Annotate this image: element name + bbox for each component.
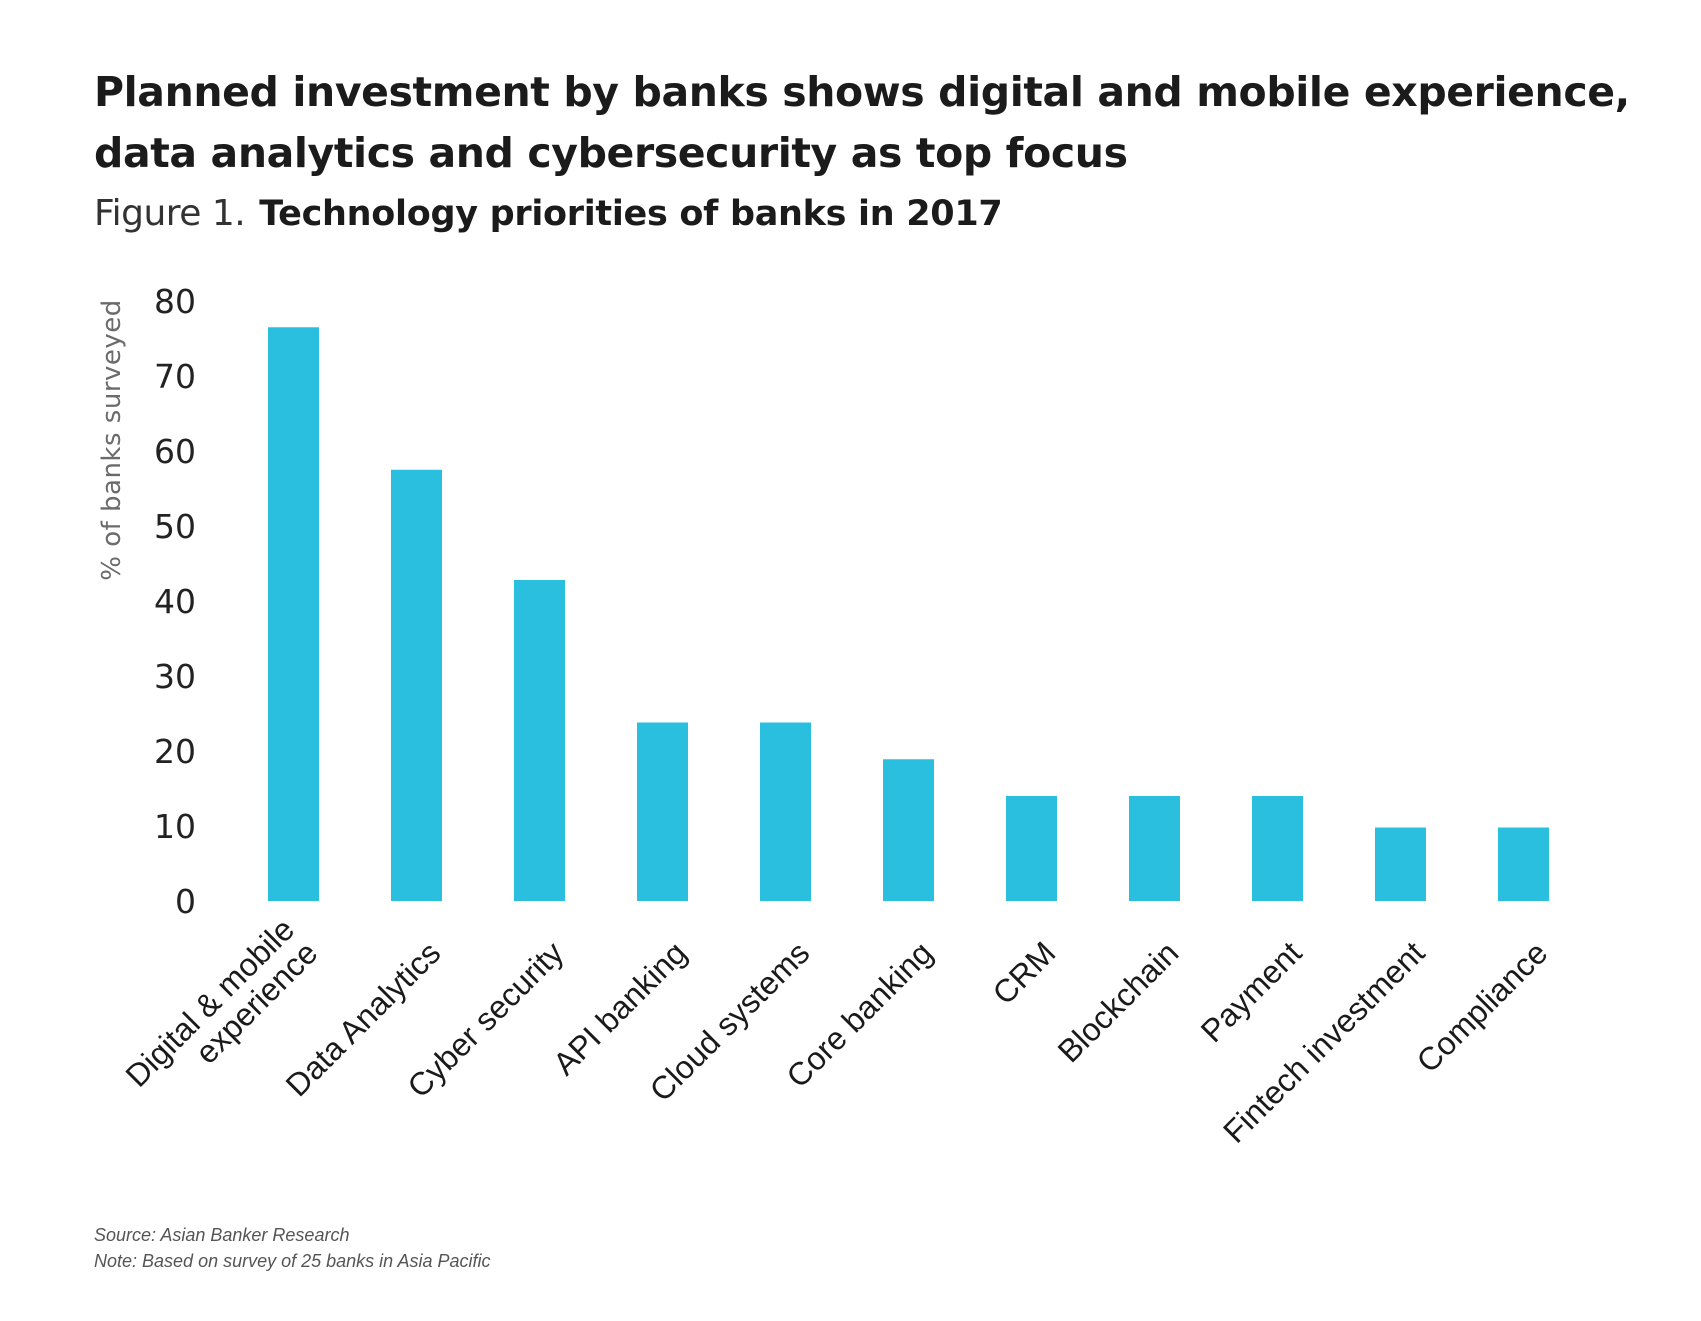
y-tick-label: 80 — [154, 282, 196, 321]
x-tick-label-line: Fintech investment — [1216, 934, 1431, 1149]
bar — [1498, 827, 1549, 901]
x-tick-label-line: Compliance — [1410, 934, 1555, 1079]
bar — [760, 722, 811, 901]
headline-line-2: data analytics and cybersecurity as top … — [94, 129, 1128, 177]
bar — [268, 327, 319, 901]
y-tick-label: 0 — [175, 882, 196, 921]
bar — [637, 722, 688, 901]
y-tick-label: 20 — [154, 732, 196, 771]
x-tick-label: Compliance — [1410, 934, 1555, 1079]
source-text: Source: Asian Banker Research — [94, 1225, 350, 1245]
headline: Planned investment by banks shows digita… — [94, 62, 1654, 184]
headline-line-1: Planned investment by banks shows digita… — [94, 68, 1630, 116]
x-tick-label: Fintech investment — [1216, 934, 1431, 1149]
bar — [1129, 796, 1180, 901]
x-tick-label-line: Blockchain — [1051, 934, 1186, 1069]
y-axis-title: % of banks surveyed — [97, 299, 127, 581]
chart-title: Technology priorities of banks in 2017 — [259, 194, 1003, 234]
figure-caption: Figure 1. Technology priorities of banks … — [94, 190, 1003, 237]
figure-number: Figure 1. — [94, 193, 246, 234]
x-tick-label-line: CRM — [985, 934, 1062, 1011]
bar-chart: % of banks surveyed 0 10 20 30 40 50 60 70 80 Di… — [97, 282, 1554, 1150]
bar — [1375, 827, 1426, 901]
x-tick-label: Blockchain — [1051, 934, 1186, 1069]
x-tick-label: CRM — [985, 934, 1062, 1011]
bar — [1006, 796, 1057, 901]
source-notes: Source: Asian Banker Research Note: Base… — [94, 1222, 491, 1274]
bar — [883, 759, 934, 901]
y-axis: % of banks surveyed 0 10 20 30 40 50 60 70 80 — [97, 282, 196, 921]
y-tick-label: 30 — [154, 657, 196, 696]
y-tick-label: 40 — [154, 582, 196, 621]
bar — [1252, 796, 1303, 901]
y-tick-label: 50 — [154, 507, 196, 546]
x-tick-label: Payment — [1194, 934, 1309, 1049]
y-tick-label: 60 — [154, 432, 196, 471]
y-tick-label: 70 — [154, 357, 196, 396]
bar — [514, 580, 565, 901]
bars — [268, 327, 1549, 901]
y-tick-label: 10 — [154, 807, 196, 846]
note-text: Note: Based on survey of 25 banks in Asi… — [94, 1251, 491, 1271]
x-tick-label-line: Payment — [1194, 934, 1309, 1049]
bar — [391, 469, 442, 901]
